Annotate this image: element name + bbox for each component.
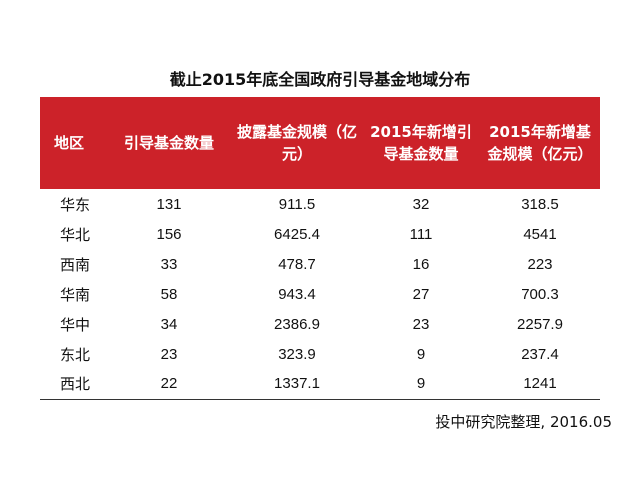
cell-region: 华中 (60, 315, 91, 334)
cell-fund-count: 23 (160, 345, 178, 363)
cell-disclosed-size: 323.9 (278, 345, 316, 363)
table-title: 截止2015年底全国政府引导基金地域分布 (169, 70, 471, 89)
header-new-fund-size: 2015年新增基金规模（亿元） (487, 123, 593, 163)
region-distribution-table: 地区 引导基金数量 披露基金规模（亿元） 2015年新增引导基金数量 2015年… (40, 97, 600, 400)
cell-new-fund-size: 4541 (523, 225, 557, 243)
source-note: 投中研究院整理, 2016.05 (435, 413, 612, 431)
cell-disclosed-size: 478.7 (278, 255, 316, 273)
cell-fund-count: 33 (160, 255, 178, 273)
header-region: 地区 (54, 134, 85, 152)
cell-fund-count: 34 (160, 315, 178, 333)
cell-new-fund-size: 237.4 (521, 345, 559, 363)
table-row: 华中 34 2386.9 23 2257.9 (40, 309, 600, 339)
cell-region: 华南 (60, 285, 91, 304)
cell-fund-count: 58 (160, 285, 178, 303)
table-row: 华南 58 943.4 27 700.3 (40, 279, 600, 309)
header-disclosed-size: 披露基金规模（亿元） (236, 123, 357, 163)
table-row: 东北 23 323.9 9 237.4 (40, 339, 600, 369)
cell-disclosed-size: 911.5 (278, 195, 316, 213)
cell-new-fund-count: 16 (412, 255, 430, 273)
header-fund-count: 引导基金数量 (123, 134, 214, 152)
table-header-row: 地区 引导基金数量 披露基金规模（亿元） 2015年新增引导基金数量 2015年… (40, 97, 600, 189)
cell-region: 华东 (60, 195, 91, 214)
cell-new-fund-count: 9 (362, 369, 480, 400)
table-row: 华东 131 911.5 32 318.5 (40, 189, 600, 219)
cell-region: 西北 (40, 369, 106, 400)
header-new-fund-count: 2015年新增引导基金数量 (370, 123, 472, 163)
cell-region: 东北 (60, 345, 91, 364)
cell-fund-count: 156 (156, 225, 182, 243)
cell-disclosed-size: 1337.1 (232, 369, 362, 400)
cell-new-fund-size: 223 (527, 255, 553, 273)
cell-new-fund-size: 2257.9 (517, 315, 563, 333)
cell-region: 西南 (60, 255, 91, 274)
table-row: 西北 22 1337.1 9 1241 (40, 369, 600, 400)
cell-disclosed-size: 6425.4 (274, 225, 320, 243)
cell-new-fund-size: 1241 (480, 369, 600, 400)
cell-new-fund-size: 318.5 (521, 195, 559, 213)
cell-new-fund-count: 111 (409, 225, 433, 243)
cell-region: 华北 (60, 225, 91, 244)
cell-fund-count: 131 (156, 195, 182, 213)
cell-new-fund-count: 23 (412, 315, 430, 333)
cell-new-fund-count: 9 (416, 345, 426, 363)
table-row: 华北 156 6425.4 111 4541 (40, 219, 600, 249)
table-row: 西南 33 478.7 16 223 (40, 249, 600, 279)
cell-new-fund-size: 700.3 (521, 285, 559, 303)
cell-fund-count: 22 (106, 369, 232, 400)
cell-new-fund-count: 27 (412, 285, 430, 303)
cell-new-fund-count: 32 (412, 195, 430, 213)
cell-disclosed-size: 943.4 (278, 285, 316, 303)
cell-disclosed-size: 2386.9 (274, 315, 320, 333)
